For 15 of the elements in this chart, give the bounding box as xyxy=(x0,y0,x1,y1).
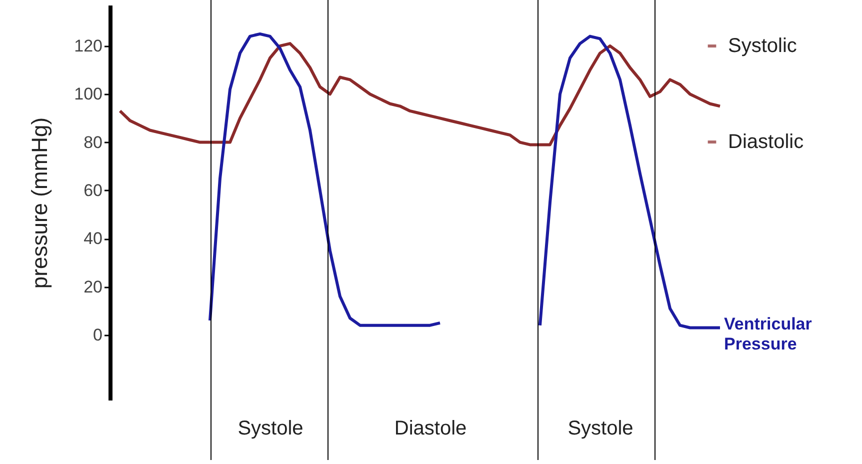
line-series xyxy=(118,42,722,146)
x-tick-label: Diastole xyxy=(394,418,467,440)
y-tick-label: 80 xyxy=(84,132,102,152)
y-tick-label: 60 xyxy=(84,180,102,200)
x-tick-label: Systole xyxy=(568,418,634,440)
y-tick-label: 120 xyxy=(74,36,102,56)
series-label: Ventricular Pressure xyxy=(724,314,812,354)
y-axis-title: pressure (mmHg) xyxy=(27,117,52,289)
y-tick-label: 20 xyxy=(84,277,102,296)
x-tick-label: Systole xyxy=(238,418,304,440)
text: Diastolic xyxy=(728,131,804,153)
text: Systolic xyxy=(728,35,797,57)
y-tick-label: 0 xyxy=(93,325,102,344)
y-tick-label: 40 xyxy=(84,229,102,248)
y-tick-label: 100 xyxy=(74,84,102,104)
